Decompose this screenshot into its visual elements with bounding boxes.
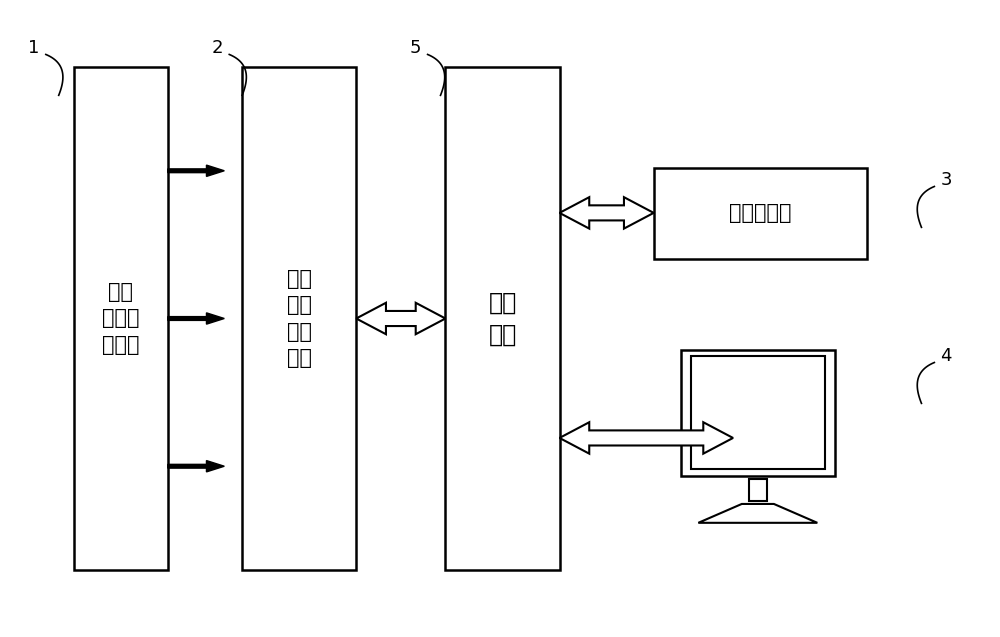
Polygon shape <box>560 422 733 454</box>
Bar <box>749 479 767 501</box>
Text: 3: 3 <box>940 171 952 189</box>
Bar <box>74 67 168 570</box>
Text: 三轴
磁通门
传感器: 三轴 磁通门 传感器 <box>102 282 139 355</box>
Bar <box>445 67 560 570</box>
Bar <box>681 350 835 476</box>
Text: 姿态传感器: 姿态传感器 <box>729 203 792 223</box>
Polygon shape <box>356 303 445 334</box>
Text: 5: 5 <box>410 39 421 57</box>
FancyArrow shape <box>168 313 224 324</box>
Bar <box>691 356 825 469</box>
Text: 磁场
信号
调理
模块: 磁场 信号 调理 模块 <box>287 269 312 368</box>
Text: 1: 1 <box>28 39 40 57</box>
Polygon shape <box>698 504 817 523</box>
Text: 2: 2 <box>212 39 223 57</box>
Bar <box>242 67 356 570</box>
FancyArrow shape <box>168 165 224 176</box>
FancyArrow shape <box>168 461 224 472</box>
Text: 主控
模块: 主控 模块 <box>488 290 517 347</box>
Text: 4: 4 <box>940 347 952 365</box>
Bar <box>654 168 867 259</box>
Polygon shape <box>560 197 654 229</box>
